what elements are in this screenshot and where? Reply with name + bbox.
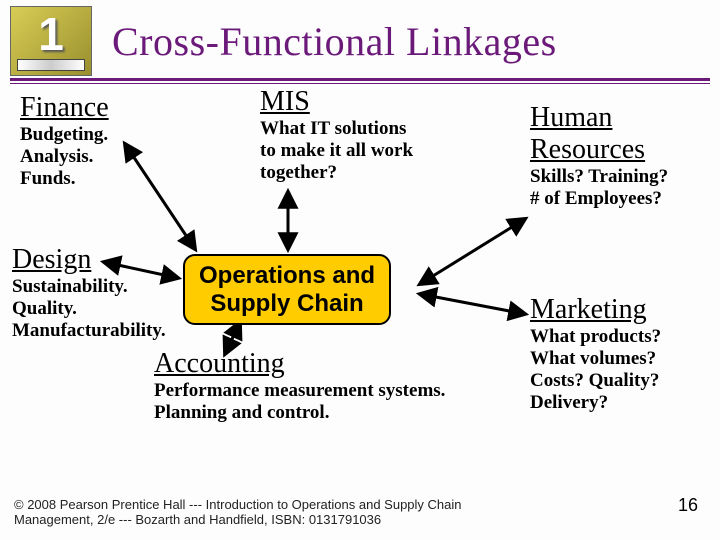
page-title: Cross-Functional Linkages xyxy=(112,18,557,65)
hr-sub: Skills? Training?# of Employees? xyxy=(530,166,668,210)
copyright-footer: © 2008 Pearson Prentice Hall --- Introdu… xyxy=(14,497,484,528)
chapter-badge: 1 xyxy=(10,6,92,76)
badge-strip xyxy=(17,59,85,71)
mis-heading: MIS xyxy=(260,86,413,118)
marketing-sub: What products?What volumes?Costs? Qualit… xyxy=(530,326,661,413)
accounting-sub: Performance measurement systems.Planning… xyxy=(154,380,445,424)
page-number: 16 xyxy=(678,495,698,516)
accounting-heading: Accounting xyxy=(154,348,445,380)
design-heading: Design xyxy=(12,244,166,276)
marketing-heading: Marketing xyxy=(530,294,661,326)
mis-sub: What IT solutionsto make it all worktoge… xyxy=(260,118,413,184)
hr-block: HumanResources Skills? Training?# of Emp… xyxy=(530,102,668,210)
design-sub: Sustainability.Quality.Manufacturability… xyxy=(12,276,166,342)
finance-heading: Finance xyxy=(20,92,109,124)
diagram-stage: Finance Budgeting.Analysis.Funds. MIS Wh… xyxy=(0,84,720,464)
accounting-block: Accounting Performance measurement syste… xyxy=(154,348,445,424)
marketing-block: Marketing What products?What volumes?Cos… xyxy=(530,294,661,413)
design-block: Design Sustainability.Quality.Manufactur… xyxy=(12,244,166,342)
finance-sub: Budgeting.Analysis.Funds. xyxy=(20,124,109,190)
header: 1 Cross-Functional Linkages xyxy=(0,0,720,76)
divider-thick xyxy=(10,78,710,81)
operations-center-box: Operations andSupply Chain xyxy=(183,254,391,325)
hr-heading: HumanResources xyxy=(530,102,668,166)
mis-block: MIS What IT solutionsto make it all work… xyxy=(260,86,413,184)
finance-block: Finance Budgeting.Analysis.Funds. xyxy=(20,92,109,190)
chapter-number: 1 xyxy=(38,11,64,57)
